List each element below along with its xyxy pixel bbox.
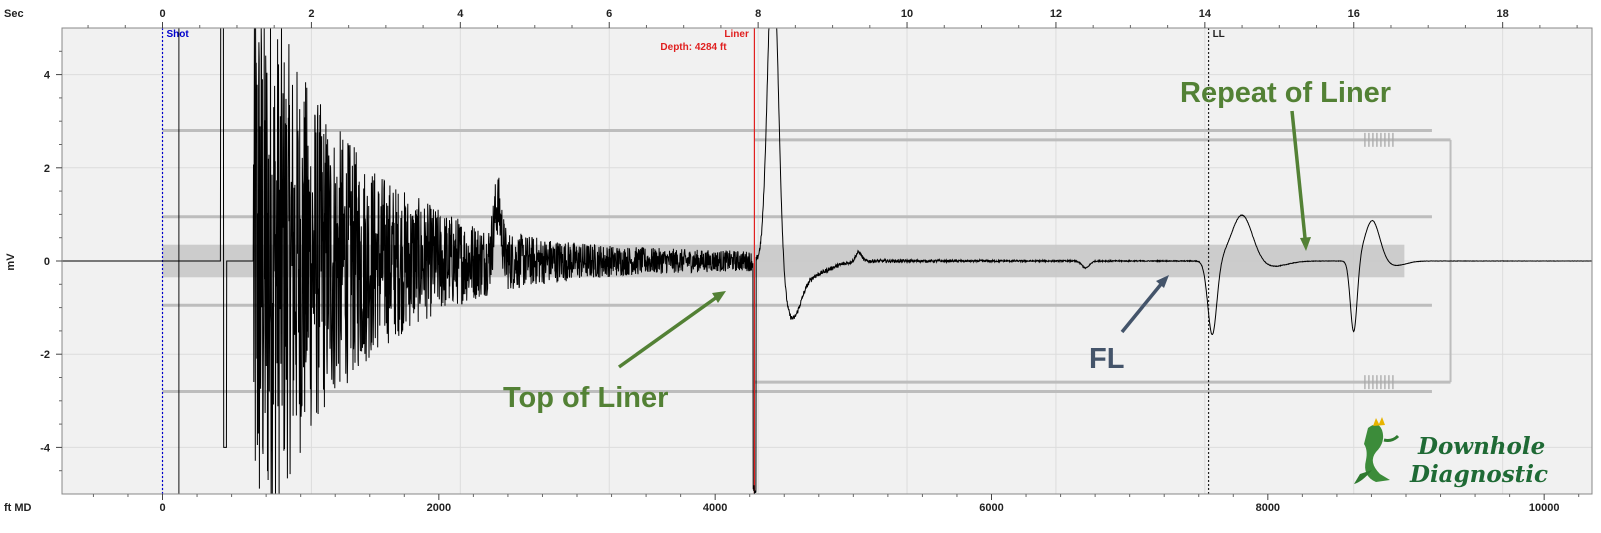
- marker-label-liner: Liner: [724, 29, 749, 40]
- y-tick-label: 0: [44, 256, 50, 268]
- annotation-arrow: [1120, 281, 1164, 334]
- x-top-tick-label: 12: [1050, 8, 1062, 20]
- x-bottom-axis-label: ft MD: [4, 502, 32, 514]
- y-tick-label: 2: [44, 163, 50, 175]
- x-top-tick-label: 4: [457, 8, 464, 20]
- annotation-fl: FL: [1089, 275, 1169, 375]
- signal-trace: [62, 27, 1592, 495]
- x-top-tick-label: 14: [1199, 8, 1212, 20]
- x-bottom-tick-label: 2000: [427, 502, 451, 514]
- x-bottom-tick-label: 10000: [1529, 502, 1560, 514]
- marker-sublabel-liner: Depth: 4284 ft: [660, 42, 727, 53]
- y-tick-label: -4: [40, 442, 51, 454]
- signal-line: [62, 27, 1592, 495]
- arrowhead: [712, 291, 726, 303]
- y-axis-label: mV: [5, 253, 17, 271]
- logo-line2: Diagnostic: [1409, 461, 1548, 488]
- annotation-top-of-liner: Top of Liner: [503, 291, 726, 414]
- x-top-tick-label: 6: [606, 8, 612, 20]
- annotation-label: Top of Liner: [503, 382, 668, 414]
- arrowhead: [1156, 275, 1169, 288]
- annotation-label: FL: [1089, 343, 1124, 375]
- x-bottom-tick-label: 6000: [979, 502, 1003, 514]
- marker-label-shot: Shot: [167, 29, 190, 40]
- x-top-tick-label: 18: [1497, 8, 1509, 20]
- x-bottom-tick-label: 4000: [703, 502, 727, 514]
- marker-label-ll: LL: [1213, 29, 1225, 40]
- x-top-tick-label: 16: [1348, 8, 1360, 20]
- annotation-repeat-of-liner: Repeat of Liner: [1180, 77, 1391, 251]
- x-top-tick-label: 8: [755, 8, 761, 20]
- dragon-icon: [1354, 417, 1400, 484]
- downhole-diagnostic-logo: Downhole Diagnostic: [1354, 417, 1548, 488]
- arrowhead: [1300, 237, 1311, 251]
- x-top-tick-label: 0: [159, 8, 165, 20]
- y-tick-label: 4: [44, 70, 51, 82]
- annotation-label: Repeat of Liner: [1180, 77, 1391, 109]
- y-tick-label: -2: [40, 349, 50, 361]
- logo-line1: Downhole: [1417, 433, 1545, 460]
- annotation-arrow: [617, 295, 719, 369]
- axes: 0 2 4 6 8 10 12 14 16 18 0 2000 4000 6000 8000 10000 4 2 0…: [40, 8, 1593, 514]
- x-bottom-tick-label: 0: [159, 502, 165, 514]
- x-top-axis-label: Sec: [4, 8, 24, 20]
- annotation-arrow: [1290, 110, 1307, 239]
- x-top-tick-label: 10: [901, 8, 913, 20]
- x-top-tick-label: 2: [308, 8, 314, 20]
- x-bottom-tick-label: 8000: [1256, 502, 1280, 514]
